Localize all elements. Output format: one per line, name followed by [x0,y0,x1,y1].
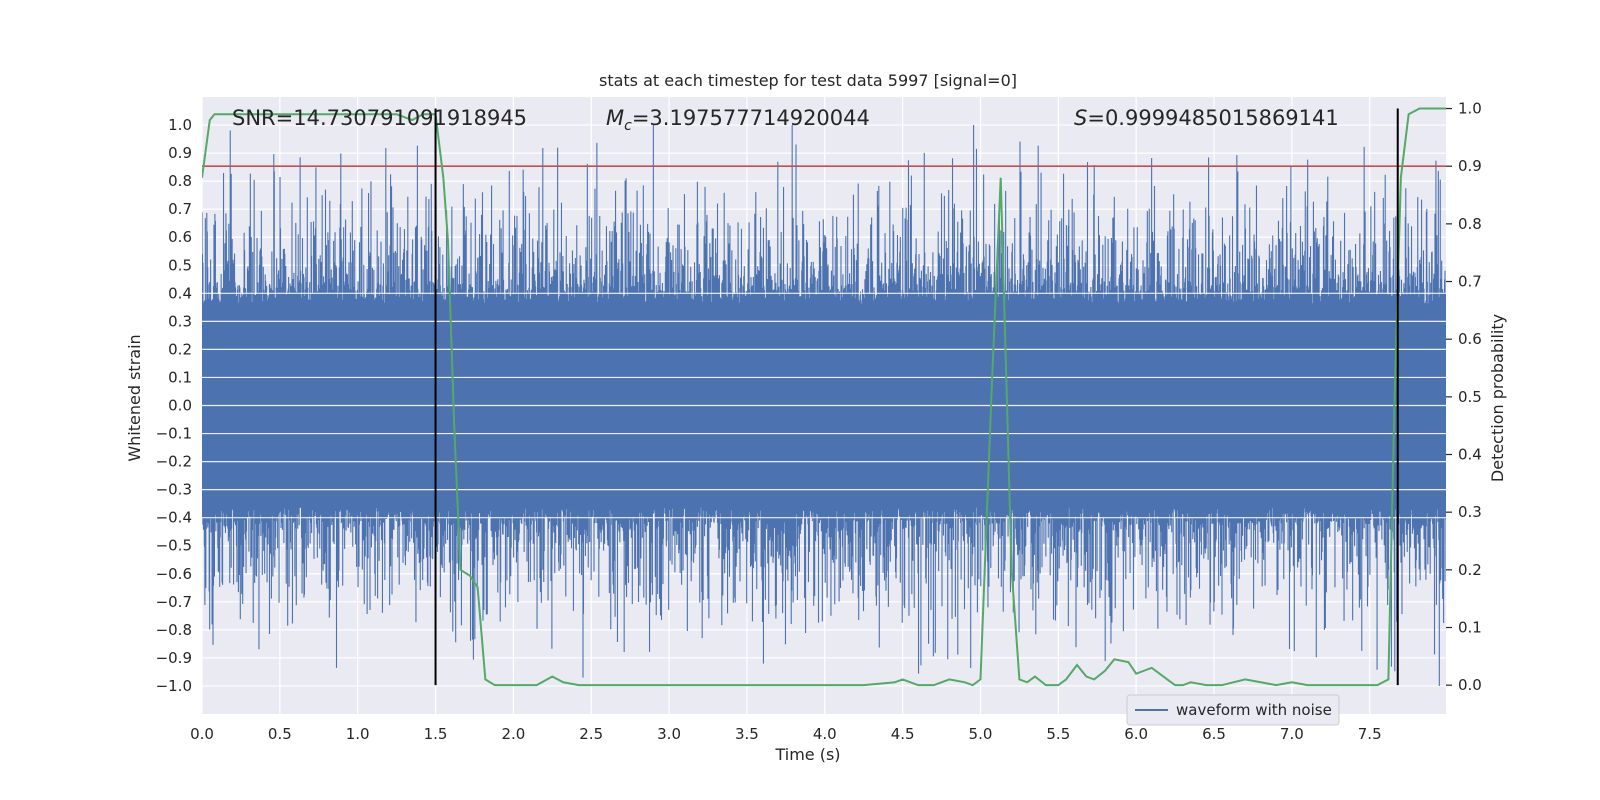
x-tick-label: 3.5 [735,725,759,743]
y-tick-label-left: 0.9 [168,144,192,162]
y-tick-label-right: 0.1 [1458,619,1482,637]
y-tick-label-right: 0.0 [1458,676,1482,694]
x-axis-label: Time (s) [774,745,840,764]
y-axis-left-label: Whitened strain [125,334,144,461]
waveform-trace [202,125,1446,686]
chirp-mass-value: =3.197577714920044 [632,106,870,130]
x-tick-label: 1.0 [346,725,370,743]
score-symbol: S [1074,106,1087,130]
y-tick-label-left: 0.7 [168,200,192,218]
x-tick-label: 4.0 [813,725,837,743]
y-tick-label-left: −0.7 [156,593,192,611]
y-tick-label-left: 0.8 [168,172,192,190]
chart-title: stats at each timestep for test data 599… [599,71,1017,90]
x-tick-label: 0.5 [268,725,292,743]
y-tick-label-left: 0.2 [168,340,192,358]
y-tick-label-left: −1.0 [156,677,192,695]
x-tick-label: 2.0 [501,725,525,743]
x-tick-label: 0.0 [190,725,214,743]
y-tick-label-left: 0.1 [168,368,192,386]
y-tick-label-right: 0.2 [1458,561,1482,579]
y-tick-label-left: −0.5 [156,537,192,555]
y-tick-label-left: −0.2 [156,453,192,471]
x-tick-label: 4.5 [891,725,915,743]
y-tick-label-left: −0.4 [156,509,192,527]
x-tick-label: 5.0 [969,725,993,743]
y-tick-label-right: 0.9 [1458,157,1482,175]
y-tick-label-left: 0.5 [168,256,192,274]
x-tick-label: 7.5 [1358,725,1382,743]
y-tick-label-right: 0.3 [1458,503,1482,521]
legend-box [1126,694,1340,726]
y-tick-label-right: 0.7 [1458,273,1482,291]
y-tick-label-left: 1.0 [168,116,192,134]
y-tick-label-left: −0.3 [156,481,192,499]
y-axis-left: 1.0 0.9 0.8 0.7 0.6 0.5 0.4 0.3 0.2 0.1 0.0 −0.1 −0.… [156,116,192,695]
legend: waveform with noise [1126,694,1340,726]
chirp-mass-symbol: M [606,106,624,130]
score-annotation: S=0.9999485015869141 [1074,106,1339,130]
snr-annotation: SNR=14.730791091918945 [232,106,527,130]
x-tick-label: 1.5 [424,725,448,743]
y-axis-right: 1.0 0.9 0.8 0.7 0.6 0.5 0.4 0.3 0.2 0.1 0.0 [1446,100,1482,694]
y-tick-label-left: −0.9 [156,649,192,667]
y-tick-label-right: 0.8 [1458,215,1482,233]
x-axis: 0.0 0.5 1.0 1.5 2.0 2.5 3.0 3.5 4.0 4.5 5.0 5.5 6.0 6… [190,725,1382,743]
detection-probability-line [202,107,1446,687]
y-tick-label-left: 0.6 [168,228,192,246]
score-value: =0.9999485015869141 [1087,106,1338,130]
x-tick-label: 3.0 [657,725,681,743]
y-tick-label-right: 0.5 [1458,388,1482,406]
chirp-mass-subscript: c [624,118,632,134]
y-tick-label-left: −0.1 [156,425,192,443]
overlay-lines [202,107,1446,687]
y-tick-label-right: 0.6 [1458,330,1482,348]
plot-content [202,107,1446,687]
x-tick-label: 6.0 [1124,725,1148,743]
y-tick-label-left: 0.3 [168,312,192,330]
x-tick-label: 6.5 [1202,725,1226,743]
x-tick-label: 2.5 [579,725,603,743]
y-tick-label-left: 0.4 [168,284,192,302]
y-tick-label-right: 0.4 [1458,446,1482,464]
chirp-mass-annotation: Mc=3.197577714920044 [606,106,870,134]
y-axis-right-label: Detection probability [1488,314,1507,482]
y-tick-label-left: −0.6 [156,565,192,583]
x-tick-label: 7.0 [1280,725,1304,743]
legend-label-waveform: waveform with noise [1176,701,1332,719]
y-tick-label-left: 0.0 [168,397,192,415]
y-tick-label-right: 1.0 [1458,100,1482,118]
x-tick-label: 5.5 [1046,725,1070,743]
y-tick-label-left: −0.8 [156,621,192,639]
